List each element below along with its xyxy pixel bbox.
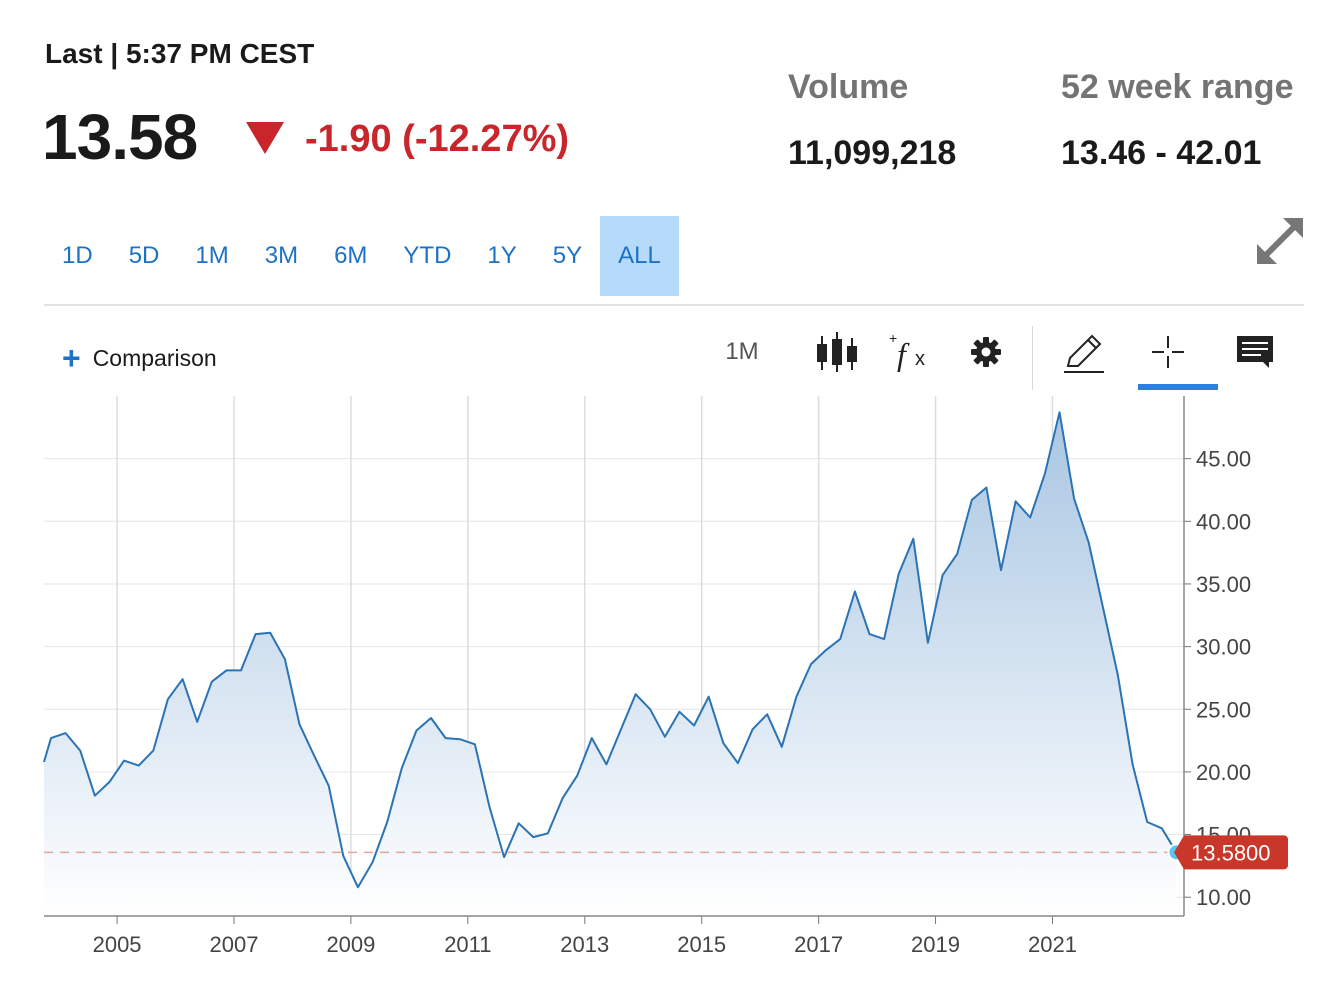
x-tick-label: 2005 <box>93 932 142 957</box>
toolbar-separator <box>1032 326 1033 390</box>
tab-5y[interactable]: 5Y <box>552 242 583 269</box>
quote-time-label: Last | 5:37 PM CEST <box>45 38 315 69</box>
tab-1d[interactable]: 1D <box>62 242 93 269</box>
active-tool-indicator <box>1138 384 1218 390</box>
tab-3m[interactable]: 3M <box>264 242 299 269</box>
y-tick-label: 10.00 <box>1196 885 1251 910</box>
down-arrow-icon <box>246 122 284 154</box>
header-divider <box>44 304 1304 306</box>
tab-ytd[interactable]: YTD <box>403 242 452 269</box>
x-tick-label: 2017 <box>794 932 843 957</box>
x-tick-label: 2007 <box>210 932 259 957</box>
price-change: -1.90 (-12.27%) <box>305 118 570 160</box>
svg-text:+: + <box>889 330 897 346</box>
y-tick-label: 35.00 <box>1196 572 1251 597</box>
comparison-button[interactable]: + Comparison <box>62 340 217 376</box>
range-value: 13.46 - 42.01 <box>1061 134 1262 172</box>
tab-1m[interactable]: 1M <box>195 242 229 269</box>
svg-text:x: x <box>915 348 925 370</box>
price-area-fill <box>44 412 1177 916</box>
x-tick-label: 2011 <box>444 932 491 957</box>
last-price-badge-shape <box>1174 835 1288 870</box>
x-tick-label: 2013 <box>560 932 609 957</box>
tab-6m[interactable]: 6M <box>334 242 368 269</box>
x-tick-label: 2019 <box>911 932 960 957</box>
y-tick-label: 30.00 <box>1196 635 1251 660</box>
y-tick-label: 25.00 <box>1196 697 1251 722</box>
tab-5d[interactable]: 5D <box>128 242 160 269</box>
y-tick-label: 40.00 <box>1196 509 1251 534</box>
price-line <box>43 411 1178 889</box>
time-range-tabs: 1D 5D 1M 3M 6M YTD 1Y 5Y ALL <box>44 216 679 296</box>
tab-1y[interactable]: 1Y <box>487 242 517 269</box>
x-tick-label: 2021 <box>1028 932 1077 957</box>
volume-value: 11,099,218 <box>788 134 957 172</box>
comparison-label: Comparison <box>92 344 217 371</box>
expand-icon[interactable] <box>1255 216 1305 266</box>
pencil-icon[interactable] <box>1060 326 1108 378</box>
function-icon[interactable]: + f x <box>886 326 934 378</box>
x-tick-label: 2009 <box>326 932 375 957</box>
interval-selector[interactable]: 1M <box>725 338 759 365</box>
volume-label: Volume <box>788 68 909 106</box>
comment-icon[interactable] <box>1234 326 1276 378</box>
y-tick-label: 45.00 <box>1196 447 1251 472</box>
plus-icon: + <box>62 340 81 376</box>
y-tick-label: 20.00 <box>1196 760 1251 785</box>
last-price-badge: 13.5800 <box>1174 835 1288 870</box>
x-tick-label: 2015 <box>677 932 726 957</box>
last-price-label: 13.5800 <box>1191 840 1271 865</box>
last-price: 13.58 <box>42 101 198 173</box>
gear-icon[interactable] <box>966 326 1006 378</box>
crosshair-icon[interactable] <box>1148 326 1188 378</box>
tab-all[interactable]: ALL <box>600 216 679 296</box>
range-label: 52 week range <box>1061 68 1294 106</box>
candlestick-icon[interactable] <box>814 326 860 378</box>
